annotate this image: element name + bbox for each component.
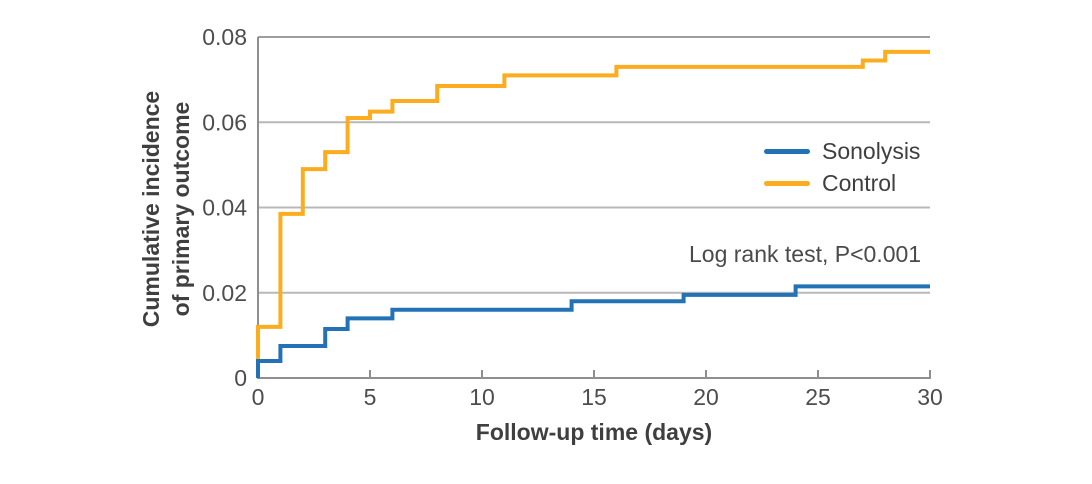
- x-tick-label: 0: [252, 384, 265, 410]
- x-tick-label: 10: [469, 384, 495, 410]
- legend-item-control: Control: [764, 167, 920, 199]
- x-axis-title: Follow-up time (days): [475, 419, 713, 445]
- legend-item-sonolysis: Sonolysis: [764, 135, 920, 167]
- y-tick-label: 0.02: [202, 280, 247, 306]
- y-tick-label: 0.06: [202, 109, 247, 135]
- y-tick-label: 0.08: [202, 24, 247, 50]
- x-tick-label: 30: [917, 384, 943, 410]
- control-line-swatch: [764, 180, 810, 186]
- y-tick-label: 0: [234, 365, 247, 391]
- log-rank-annotation: Log rank test, P<0.001: [689, 241, 922, 267]
- x-tick-label: 20: [693, 384, 719, 410]
- y-axis-title-line1: Cumulative incidence: [138, 90, 164, 328]
- y-axis-title-line2: of primary outcome: [168, 101, 194, 317]
- legend: Sonolysis Control: [764, 135, 920, 199]
- x-tick-label: 5: [364, 384, 377, 410]
- control-curve: [256, 49, 930, 378]
- x-tick-label: 25: [805, 384, 831, 410]
- legend-label-sonolysis: Sonolysis: [822, 137, 921, 164]
- y-tick-label: 0.04: [202, 195, 247, 221]
- sonolysis-line-swatch: [764, 148, 810, 154]
- legend-label-control: Control: [822, 169, 897, 196]
- sonolysis-curve: [256, 284, 930, 378]
- x-tick-label: 15: [581, 384, 607, 410]
- y-axis-title: Cumulative incidence of primary outcome: [136, 5, 200, 413]
